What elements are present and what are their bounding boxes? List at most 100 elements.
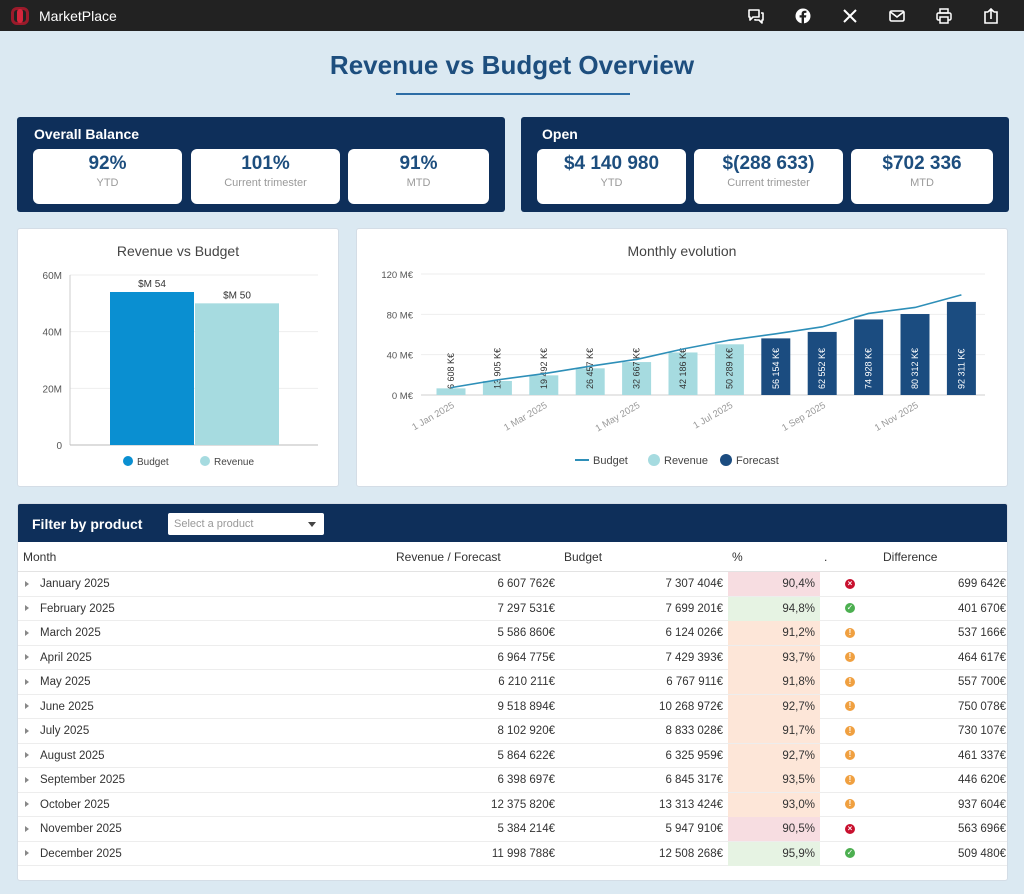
cell-budget: 5 947 910€ xyxy=(665,823,723,835)
bar-data-label: 62 552 K€ xyxy=(817,348,827,389)
status-warn-icon: ! xyxy=(845,725,855,736)
page-title: Revenue vs Budget Overview xyxy=(329,50,695,80)
expand-arrow-icon[interactable] xyxy=(25,572,35,596)
cell-status: ! xyxy=(821,646,879,670)
y-tick-label: 20M xyxy=(43,384,62,395)
expand-arrow-icon[interactable] xyxy=(25,768,35,792)
expand-arrow-icon[interactable] xyxy=(25,842,35,866)
table-row[interactable]: January 2025 6 607 762€ 7 307 404€ 90,4% × 69… xyxy=(18,572,1007,597)
x-tick-label: 1 Jan 2025 xyxy=(410,400,456,433)
y-tick-label: 60M xyxy=(43,271,62,282)
y-tick-label: 40M xyxy=(43,328,62,339)
cell-percent: 91,2% xyxy=(728,621,820,645)
cell-percent: 91,8% xyxy=(728,670,820,694)
product-select[interactable]: Select a product xyxy=(168,513,324,535)
kpi-label: YTD xyxy=(600,177,623,189)
cell-difference: 699 642€ xyxy=(958,578,1006,590)
bar-revenue xyxy=(575,368,605,395)
table-row[interactable]: February 2025 7 297 531€ 7 699 201€ 94,8% ✓ 4… xyxy=(18,596,1007,621)
status-bad-icon: × xyxy=(845,823,855,834)
export-icon[interactable] xyxy=(967,0,1014,31)
status-warn-icon: ! xyxy=(845,774,855,785)
expand-arrow-icon[interactable] xyxy=(25,646,35,670)
bar-revenue xyxy=(668,352,698,395)
table-row[interactable]: June 2025 9 518 894€ 10 268 972€ 92,7%! 750 … xyxy=(18,694,1007,719)
table-row[interactable]: September 2025 6 398 697€ 6 845 317€ 93,5%!… xyxy=(18,768,1007,793)
cell-budget: 12 508 268€ xyxy=(659,847,723,860)
y-tick-label: 0 xyxy=(56,441,62,452)
legend-label: Revenue xyxy=(214,457,254,468)
bar-data-label: $M 54 xyxy=(138,279,166,290)
kpi-value: $702 336 xyxy=(882,153,962,174)
table-row[interactable]: July 2025 8 102 920€ 8 833 028€ 91,7%! 730 1… xyxy=(18,719,1007,744)
table-header-bar: Filter by product Select a product xyxy=(18,504,1007,542)
chevron-down-icon xyxy=(308,522,316,527)
kpi-value: 101% xyxy=(241,153,290,174)
cell-percent: 95,9% xyxy=(728,841,820,866)
cell-month: January 2025 xyxy=(40,578,110,590)
cell-difference: 937 604€ xyxy=(958,798,1006,811)
cell-month: June 2025 xyxy=(40,700,94,713)
cell-revenue: 6 964 775€ xyxy=(497,651,555,664)
bar-revenue xyxy=(622,362,652,395)
cell-status: ! xyxy=(821,719,879,743)
table-row[interactable]: December 2025 11 998 788€ 12 508 268€ 95,9%… xyxy=(18,841,1007,866)
col-budget[interactable]: Budget xyxy=(564,550,603,564)
status-warn-icon: ! xyxy=(845,799,855,810)
col-revenue-forecast[interactable]: Revenue / Forecast xyxy=(396,550,501,564)
cell-percent: 93,7% xyxy=(728,645,820,670)
comment-icon[interactable] xyxy=(732,0,779,31)
legend-marker xyxy=(200,456,210,466)
cell-status: ! xyxy=(821,793,879,817)
expand-arrow-icon[interactable] xyxy=(25,793,35,817)
col-month[interactable]: Month xyxy=(23,550,57,564)
expand-arrow-icon[interactable] xyxy=(25,621,35,645)
cell-percent: 92,7% xyxy=(728,694,820,719)
cell-month: April 2025 xyxy=(40,651,92,664)
chart-title: Monthly evolution xyxy=(627,243,737,259)
x-tick-label: 1 May 2025 xyxy=(594,400,643,434)
col-difference[interactable]: Difference xyxy=(883,550,938,564)
print-icon[interactable] xyxy=(920,0,967,31)
status-warn-icon: ! xyxy=(845,701,855,712)
cell-month: February 2025 xyxy=(40,602,115,615)
x-tick-label: 1 Sep 2025 xyxy=(780,400,828,434)
bar-data-label: 19 492 K€ xyxy=(539,348,549,389)
table-body: January 2025 6 607 762€ 7 307 404€ 90,4% × 69… xyxy=(18,572,1007,866)
status-bad-icon: × xyxy=(845,578,855,589)
legend-marker xyxy=(720,454,732,466)
cell-revenue: 8 102 920€ xyxy=(497,725,555,737)
cell-revenue: 6 398 697€ xyxy=(497,774,555,786)
facebook-icon[interactable] xyxy=(779,0,826,31)
cell-revenue: 5 384 214€ xyxy=(497,823,555,835)
expand-arrow-icon[interactable] xyxy=(25,597,35,621)
table-row[interactable]: August 2025 5 864 622€ 6 325 959€ 92,7%! 461… xyxy=(18,743,1007,768)
x-icon[interactable] xyxy=(826,0,873,31)
kpi-card-ytd: $4 140 980 YTD xyxy=(537,149,686,204)
cell-budget: 7 307 404€ xyxy=(665,578,723,590)
table-row[interactable]: May 2025 6 210 211€ 6 767 911€ 91,8%! 557 70… xyxy=(18,670,1007,695)
legend-label: Revenue xyxy=(664,455,708,467)
revenue-vs-budget-chart: 0 20M 40M 60M $M 54 $M 50 Budget Revenue xyxy=(43,271,318,468)
cell-status: ! xyxy=(821,670,879,694)
cell-revenue: 9 518 894€ xyxy=(497,700,555,713)
expand-arrow-icon[interactable] xyxy=(25,817,35,841)
expand-arrow-icon[interactable] xyxy=(25,719,35,743)
table-row[interactable]: October 2025 12 375 820€ 13 313 424€ 93,0%!… xyxy=(18,792,1007,817)
cell-percent: 91,7% xyxy=(728,719,820,743)
col-status[interactable]: . xyxy=(824,550,828,564)
table-row[interactable]: November 2025 5 384 214€ 5 947 910€ 90,5% × 5… xyxy=(18,817,1007,842)
cell-revenue: 11 998 788€ xyxy=(491,847,555,860)
table-row[interactable]: April 2025 6 964 775€ 7 429 393€ 93,7%! 464 … xyxy=(18,645,1007,670)
col-percent[interactable]: % xyxy=(732,550,743,564)
bar-revenue xyxy=(529,375,559,395)
expand-arrow-icon[interactable] xyxy=(25,670,35,694)
table-row[interactable]: March 2025 5 586 860€ 6 124 026€ 91,2%! 537 … xyxy=(18,621,1007,646)
mail-icon[interactable] xyxy=(873,0,920,31)
cell-difference: 446 620€ xyxy=(958,774,1006,786)
cell-revenue: 12 375 820€ xyxy=(491,798,555,811)
cell-status: × xyxy=(821,572,879,596)
expand-arrow-icon[interactable] xyxy=(25,695,35,719)
brand-name: MarketPlace xyxy=(39,7,117,24)
expand-arrow-icon[interactable] xyxy=(25,744,35,768)
